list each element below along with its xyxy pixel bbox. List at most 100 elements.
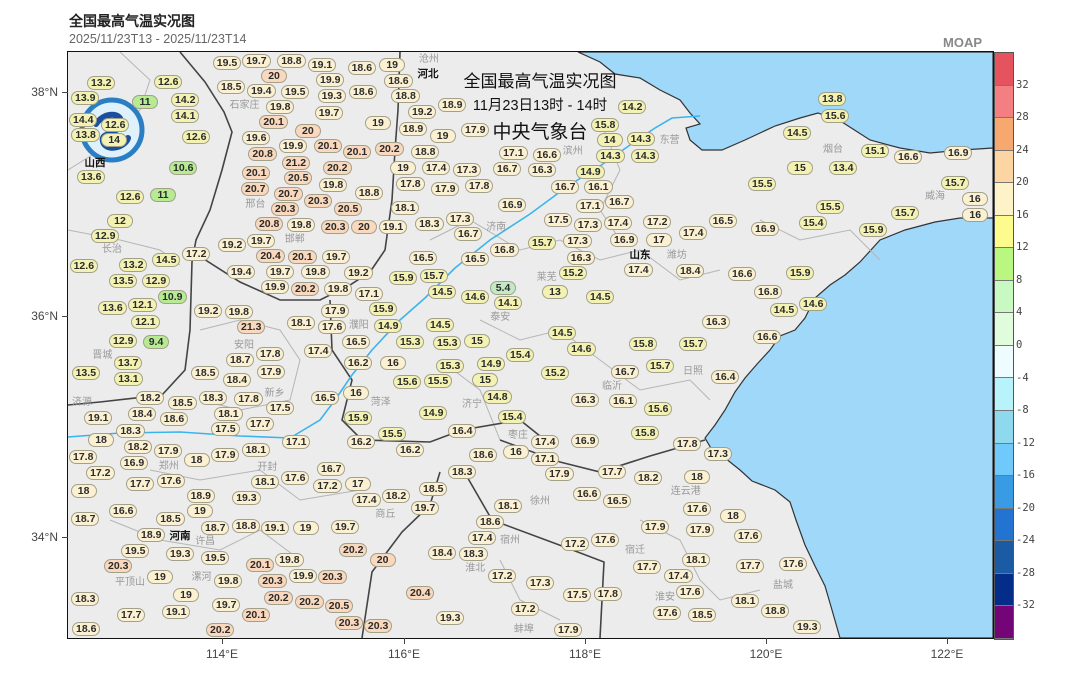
station-temperature-label: 19.5 [121, 544, 150, 558]
station-temperature-label: 18.1 [391, 201, 420, 215]
station-temperature-label: 15.7 [646, 359, 675, 373]
station-temperature-label: 15.5 [748, 177, 777, 191]
station-temperature-label: 16.9 [610, 233, 639, 248]
station-temperature-label: 18.6 [159, 412, 189, 427]
city-name-label: 莱芜 [536, 271, 557, 283]
station-temperature-label: 15 [787, 161, 813, 175]
station-temperature-label: 17.2 [182, 247, 211, 261]
overlay-time: 11月23日13时 - 14时 [472, 98, 608, 114]
latitude-tick-mark [62, 92, 68, 93]
station-temperature-label: 16.1 [609, 394, 638, 408]
city-name-label: 泰安 [490, 311, 511, 323]
station-temperature-label: 17.8 [593, 586, 623, 601]
station-temperature-label: 18.6 [347, 61, 377, 75]
station-temperature-label: 16.7 [317, 462, 346, 476]
station-temperature-label: 13.6 [98, 301, 127, 316]
station-temperature-label: 18.5 [217, 80, 246, 94]
station-temperature-label: 15.8 [631, 426, 660, 440]
station-temperature-label: 17.1 [530, 451, 560, 466]
colorbar-bin [995, 248, 1013, 281]
station-temperature-label: 15.9 [786, 266, 815, 280]
station-temperature-label: 19.9 [289, 569, 318, 583]
colorbar-tick-label: 16 [1016, 208, 1029, 221]
station-temperature-label: 19.8 [214, 574, 243, 588]
station-temperature-label: 18.8 [411, 145, 440, 159]
station-temperature-label: 14.3 [626, 132, 656, 146]
station-temperature-label: 18.8 [231, 519, 261, 534]
station-temperature-label: 16 [961, 191, 988, 206]
city-name-label: 开封 [257, 461, 278, 473]
station-temperature-label: 17.3 [563, 234, 592, 249]
station-temperature-label: 14.1 [171, 109, 200, 123]
station-temperature-label: 15 [472, 373, 499, 388]
station-temperature-label: 16.5 [311, 391, 340, 405]
station-temperature-label: 16.7 [551, 180, 580, 194]
station-temperature-label: 19.7 [410, 501, 440, 516]
colorbar-tick-label: -12 [1016, 436, 1035, 449]
station-temperature-label: 17.2 [561, 537, 590, 551]
station-temperature-label: 19.3 [436, 611, 465, 625]
station-temperature-label: 13.8 [71, 128, 100, 142]
city-name-label: 濮阳 [348, 320, 369, 332]
city-name-label: 日照 [683, 366, 703, 377]
station-temperature-label: 19.2 [194, 304, 223, 318]
station-temperature-label: 17.3 [446, 212, 475, 226]
station-temperature-label: 14.6 [461, 290, 490, 304]
station-temperature-label: 20.3 [270, 201, 300, 216]
station-temperature-label: 16.6 [728, 267, 757, 281]
station-temperature-label: 21.2 [281, 155, 311, 170]
station-temperature-label: 19 [292, 521, 319, 535]
station-temperature-label: 18.7 [201, 521, 230, 535]
colorbar-bin [995, 443, 1013, 477]
city-name-label: 晋城 [92, 349, 113, 361]
colorbar-tick-label: -24 [1016, 534, 1035, 547]
station-temperature-label: 17.7 [126, 477, 155, 491]
station-temperature-label: 15.7 [679, 337, 708, 351]
station-temperature-label: 19.9 [278, 139, 308, 154]
station-temperature-label: 17.9 [256, 365, 286, 380]
city-name-label: 长治 [101, 244, 122, 256]
station-temperature-label: 17.4 [352, 493, 381, 508]
station-temperature-label: 13.6 [77, 170, 106, 184]
station-temperature-label: 14.1 [494, 296, 523, 310]
station-temperature-label: 18.6 [72, 622, 101, 636]
station-temperature-label: 19.9 [316, 73, 345, 87]
sea [577, 52, 993, 638]
colorbar-tick-label: 0 [1016, 339, 1023, 351]
station-temperature-label: 13.4 [829, 161, 858, 175]
station-temperature-label: 20.3 [363, 619, 393, 634]
station-temperature-label: 15.3 [435, 359, 465, 374]
station-temperature-label: 16.5 [708, 214, 738, 228]
station-temperature-label: 18 [88, 432, 115, 447]
station-temperature-label: 18.4 [428, 546, 457, 560]
temperature-map[interactable]: 沧州 滨州 东营 烟台 威海 潍坊 泰安 莱芜 济南 济宁 日照 临沂 枣庄 菏泽 徐州 连云港 宿迁 淮安 盐城 宿… [67, 51, 994, 639]
station-temperature-label: 15.1 [861, 144, 890, 158]
station-temperature-label: 19.8 [323, 281, 353, 296]
colorbar-tick-label: -16 [1016, 469, 1035, 482]
station-temperature-label: 20.1 [313, 139, 343, 154]
overlay-title: 全国最高气温实况图 [463, 72, 617, 91]
colorbar-bin [995, 476, 1013, 509]
colorbar-bin [995, 313, 1013, 346]
station-temperature-label: 20.1 [342, 144, 372, 159]
station-temperature-label: 16.9 [498, 198, 527, 212]
station-temperature-label: 14.6 [799, 297, 828, 311]
station-temperature-label: 20.1 [246, 558, 275, 572]
colorbar-tick-label: 8 [1016, 273, 1023, 286]
station-temperature-label: 20.1 [288, 250, 317, 264]
station-temperature-label: 15.2 [558, 265, 588, 280]
station-temperature-label: 18.3 [198, 391, 228, 405]
station-temperature-label: 18.1 [494, 499, 523, 513]
station-temperature-label: 16.3 [571, 393, 600, 407]
station-temperature-label: 20.5 [284, 171, 313, 185]
city-name-label: 盐城 [773, 580, 793, 591]
station-temperature-label: 17.4 [664, 569, 693, 583]
station-temperature-label: 14.9 [576, 164, 605, 179]
station-temperature-label: 14.5 [152, 253, 181, 267]
station-temperature-label: 18 [684, 470, 710, 484]
station-temperature-label: 15.3 [396, 335, 425, 349]
station-temperature-label: 20.3 [334, 615, 364, 630]
station-temperature-label: 11 [132, 95, 158, 109]
station-temperature-label: 19.8 [318, 178, 348, 193]
colorbar-bin [995, 183, 1013, 216]
